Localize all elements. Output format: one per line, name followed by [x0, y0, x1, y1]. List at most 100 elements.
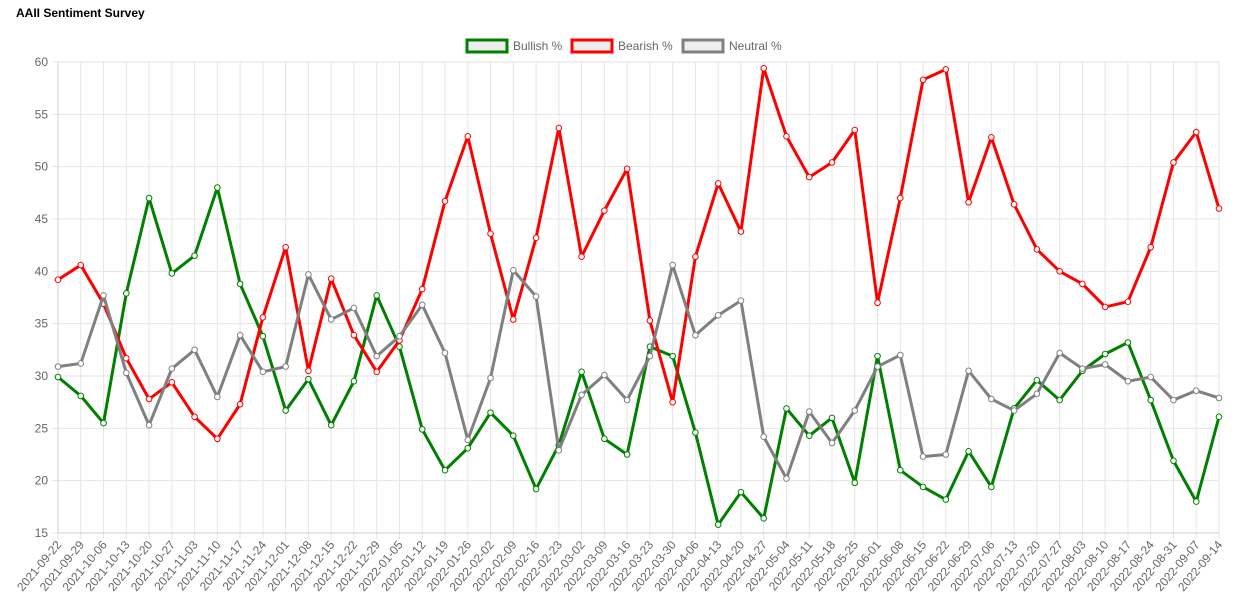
data-point-bearish[interactable] — [1192, 128, 1200, 136]
data-point-bullish[interactable] — [236, 280, 244, 288]
data-point-neutral[interactable] — [669, 261, 676, 269]
data-point-bearish[interactable] — [1079, 280, 1086, 288]
data-point-bullish[interactable] — [373, 292, 381, 299]
data-point-neutral[interactable] — [168, 365, 176, 372]
data-point-bearish[interactable] — [1101, 303, 1109, 311]
data-point-bullish[interactable] — [77, 392, 85, 400]
data-point-neutral[interactable] — [760, 433, 768, 441]
data-point-bullish[interactable] — [54, 373, 62, 381]
data-point-bearish[interactable] — [601, 207, 608, 214]
data-point-bullish[interactable] — [1033, 376, 1041, 384]
data-point-bearish[interactable] — [327, 275, 335, 282]
data-point-bearish[interactable] — [464, 133, 472, 140]
data-point-neutral[interactable] — [783, 475, 790, 482]
legend-item-neutral[interactable]: Neutral % — [681, 38, 782, 54]
data-point-neutral[interactable] — [259, 368, 267, 376]
data-point-bearish[interactable] — [692, 253, 699, 260]
data-point-bearish[interactable] — [122, 354, 130, 362]
legend[interactable]: Bullish % Bearish % Neutral % — [465, 38, 782, 54]
data-point-bullish[interactable] — [418, 426, 426, 433]
data-point-bullish[interactable] — [942, 496, 950, 503]
data-point-neutral[interactable] — [305, 271, 312, 278]
data-point-bullish[interactable] — [1147, 396, 1155, 404]
data-point-bearish[interactable] — [168, 378, 176, 386]
data-point-bullish[interactable] — [100, 419, 107, 427]
data-point-neutral[interactable] — [418, 301, 426, 309]
data-point-bearish[interactable] — [1124, 298, 1132, 305]
data-point-bullish[interactable] — [760, 515, 768, 522]
data-point-neutral[interactable] — [1170, 396, 1177, 404]
data-point-bullish[interactable] — [1170, 457, 1177, 465]
data-point-bearish[interactable] — [896, 194, 904, 202]
data-point-neutral[interactable] — [646, 352, 654, 360]
data-point-neutral[interactable] — [942, 451, 950, 458]
data-point-neutral[interactable] — [350, 304, 358, 312]
data-point-bullish[interactable] — [441, 466, 449, 474]
data-point-neutral[interactable] — [77, 360, 85, 367]
data-point-bullish[interactable] — [487, 409, 494, 416]
data-point-neutral[interactable] — [1101, 361, 1109, 368]
data-point-bullish[interactable] — [851, 479, 859, 487]
data-point-neutral[interactable] — [737, 297, 745, 304]
data-point-bearish[interactable] — [646, 317, 654, 324]
data-point-neutral[interactable] — [100, 292, 107, 299]
data-point-bullish[interactable] — [122, 290, 130, 297]
data-point-bearish[interactable] — [191, 413, 198, 421]
data-point-neutral[interactable] — [1010, 407, 1018, 414]
data-point-neutral[interactable] — [965, 367, 972, 375]
data-point-bearish[interactable] — [350, 331, 358, 339]
data-point-bullish[interactable] — [350, 377, 358, 385]
data-point-neutral[interactable] — [714, 311, 722, 319]
data-point-neutral[interactable] — [896, 351, 904, 359]
data-point-neutral[interactable] — [1192, 387, 1200, 394]
data-point-neutral[interactable] — [214, 393, 221, 401]
data-point-bearish[interactable] — [1170, 159, 1177, 166]
data-point-neutral[interactable] — [555, 447, 563, 454]
data-point-bullish[interactable] — [578, 368, 585, 376]
data-point-bearish[interactable] — [737, 228, 745, 235]
data-point-bullish[interactable] — [601, 435, 608, 443]
data-point-neutral[interactable] — [1124, 377, 1132, 385]
data-point-bullish[interactable] — [1124, 339, 1132, 346]
legend-item-bearish[interactable]: Bearish % — [570, 38, 673, 54]
data-point-bullish[interactable] — [191, 252, 198, 259]
data-point-bearish[interactable] — [305, 367, 312, 375]
data-point-neutral[interactable] — [509, 266, 517, 274]
data-point-bearish[interactable] — [54, 276, 62, 284]
data-point-bullish[interactable] — [259, 332, 267, 340]
data-point-bullish[interactable] — [168, 270, 176, 277]
data-point-bearish[interactable] — [1215, 205, 1223, 212]
data-point-bullish[interactable] — [282, 407, 289, 414]
data-point-neutral[interactable] — [441, 349, 449, 357]
data-point-bullish[interactable] — [669, 352, 676, 360]
data-point-bearish[interactable] — [145, 395, 153, 403]
data-point-bearish[interactable] — [783, 133, 790, 140]
data-point-bullish[interactable] — [327, 421, 335, 429]
data-point-bearish[interactable] — [760, 64, 768, 72]
data-point-neutral[interactable] — [805, 408, 813, 415]
data-point-neutral[interactable] — [1079, 365, 1086, 372]
data-point-neutral[interactable] — [282, 363, 289, 370]
data-point-neutral[interactable] — [532, 293, 540, 300]
data-point-bullish[interactable] — [737, 488, 745, 496]
data-point-bullish[interactable] — [805, 432, 813, 439]
data-point-neutral[interactable] — [1147, 373, 1155, 381]
data-point-bearish[interactable] — [805, 173, 813, 181]
data-point-neutral[interactable] — [327, 316, 335, 323]
data-point-neutral[interactable] — [464, 436, 472, 444]
data-point-bullish[interactable] — [783, 405, 790, 412]
data-point-bullish[interactable] — [214, 184, 221, 191]
data-point-neutral[interactable] — [145, 421, 153, 429]
data-point-bearish[interactable] — [919, 76, 927, 84]
data-point-neutral[interactable] — [623, 396, 631, 404]
data-point-bearish[interactable] — [1056, 268, 1063, 275]
data-point-neutral[interactable] — [874, 363, 881, 370]
data-point-bearish[interactable] — [714, 180, 722, 187]
data-point-bearish[interactable] — [509, 316, 517, 323]
data-point-neutral[interactable] — [578, 391, 585, 399]
data-point-bullish[interactable] — [692, 429, 699, 436]
data-point-bullish[interactable] — [828, 414, 836, 422]
data-point-bearish[interactable] — [965, 198, 972, 206]
data-point-bearish[interactable] — [418, 285, 426, 293]
data-point-neutral[interactable] — [988, 395, 995, 403]
